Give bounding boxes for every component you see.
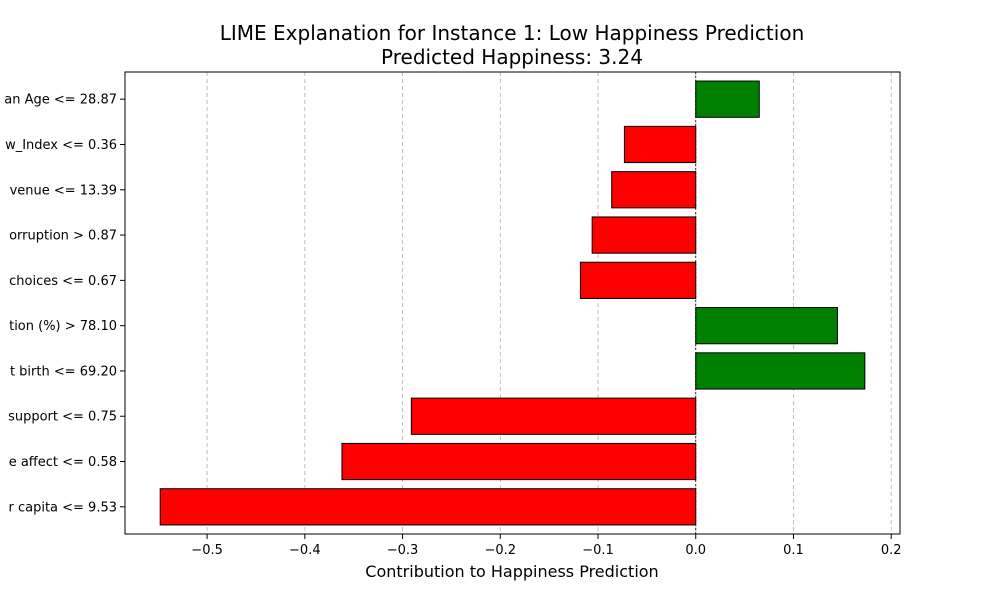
y-tick-label: venue <= 13.39 [10, 183, 117, 198]
x-tick-label: −0.4 [289, 543, 321, 558]
y-tick-label: tion (%) > 78.10 [9, 319, 117, 334]
y-tick-label: e affect <= 0.58 [9, 455, 117, 470]
y-tick-label: choices <= 0.67 [9, 274, 117, 289]
y-tick-label: t birth <= 69.20 [10, 364, 117, 379]
x-tick-label: −0.3 [387, 543, 419, 558]
x-tick-label: 0.0 [685, 543, 706, 558]
bar [695, 352, 866, 390]
x-axis-ticks: −0.5 −0.4 −0.3 −0.2 −0.1 0.0 0.1 0.2 [191, 534, 902, 558]
bar [611, 171, 697, 209]
bar [623, 125, 697, 164]
chart-subtitle: Predicted Happiness: 3.24 [381, 45, 643, 69]
x-tick-label: −0.5 [191, 543, 223, 558]
y-tick-label: w_Index <= 0.36 [5, 138, 117, 153]
x-axis-label: Contribution to Happiness Prediction [365, 562, 658, 581]
bar [341, 442, 697, 481]
bar [591, 216, 697, 254]
bars [159, 80, 866, 526]
y-tick-label: orruption > 0.87 [9, 229, 117, 244]
bar [695, 307, 838, 345]
x-tick-label: −0.1 [582, 543, 614, 558]
y-tick-label: r capita <= 9.53 [8, 500, 117, 515]
x-tick-label: −0.2 [484, 543, 516, 558]
x-tick-label: 0.2 [881, 543, 902, 558]
bar [695, 80, 760, 118]
bar [159, 488, 697, 526]
bar [410, 397, 697, 435]
chart-title: LIME Explanation for Instance 1: Low Hap… [220, 21, 805, 45]
y-axis-ticks: an Age <= 28.87 w_Index <= 0.36 venue <= 1… [4, 93, 125, 515]
y-tick-label: support <= 0.75 [8, 410, 117, 425]
x-tick-label: 0.1 [783, 543, 804, 558]
y-tick-label: an Age <= 28.87 [4, 93, 117, 108]
plot-frame [124, 71, 901, 535]
bar [579, 261, 697, 299]
